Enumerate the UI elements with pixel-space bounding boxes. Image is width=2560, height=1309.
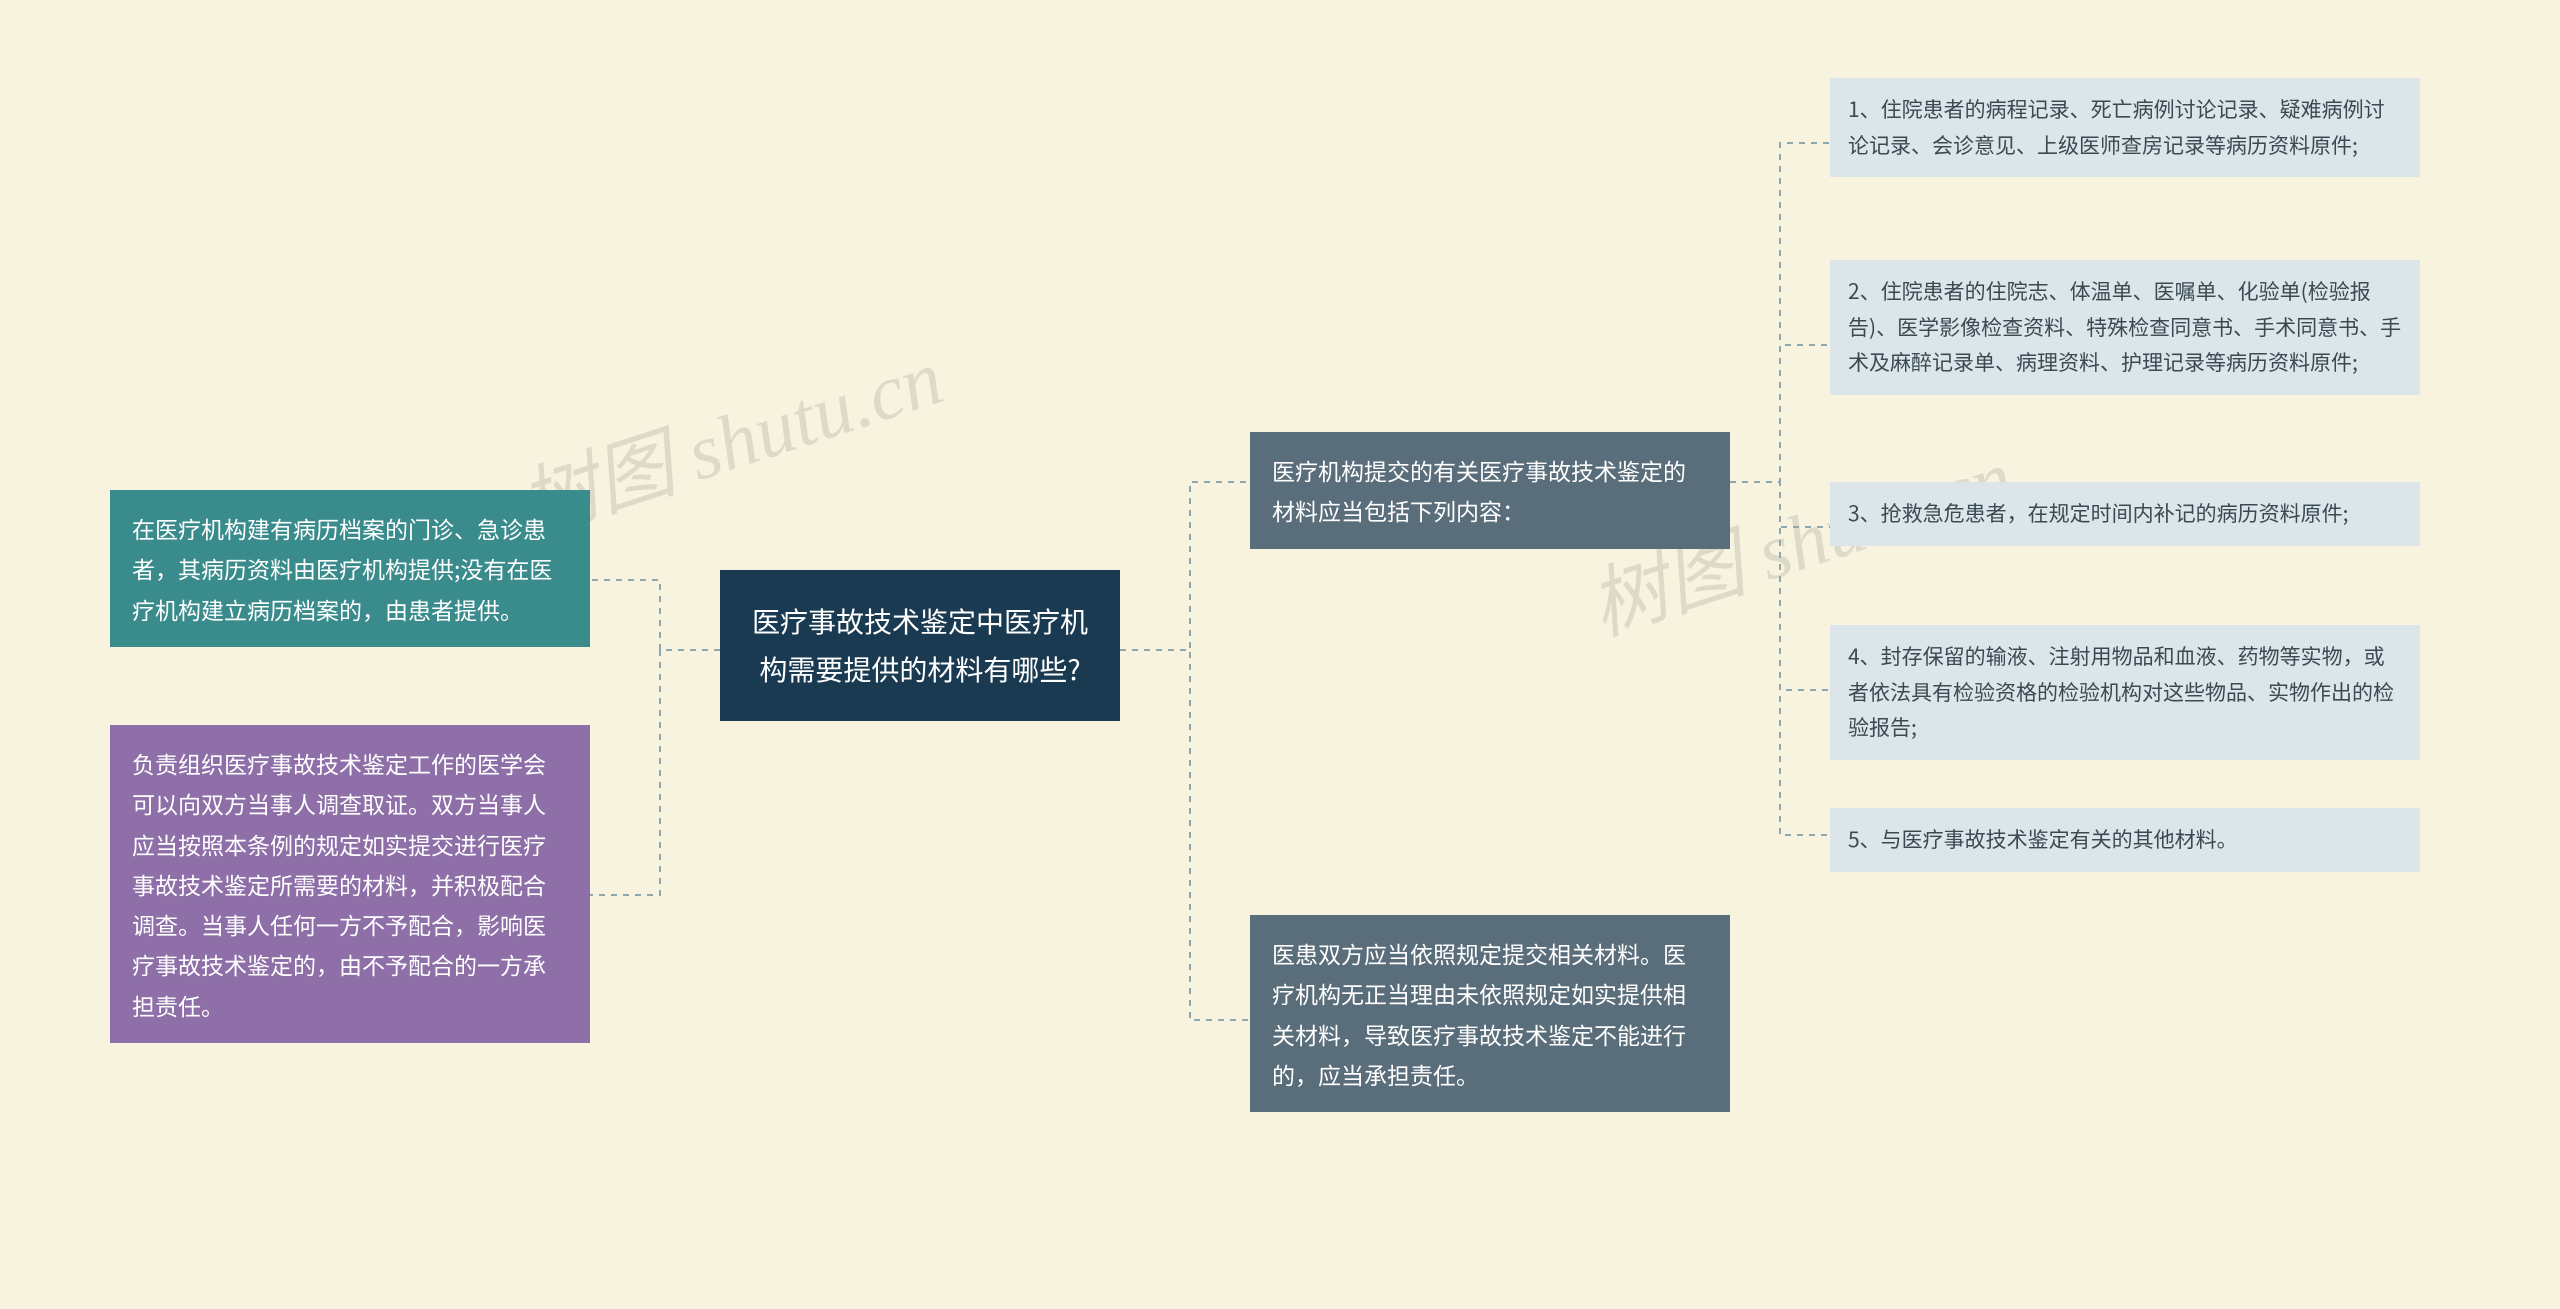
leaf-node-2: 2、住院患者的住院志、体温单、医嘱单、化验单(检验报告)、医学影像检查资料、特殊… xyxy=(1830,260,2420,395)
right-node-1: 医疗机构提交的有关医疗事故技术鉴定的材料应当包括下列内容： xyxy=(1250,432,1730,549)
leaf-node-4: 4、封存保留的输液、注射用物品和血液、药物等实物，或者依法具有检验资格的检验机构… xyxy=(1830,625,2420,760)
leaf-node-3: 3、抢救急危患者，在规定时间内补记的病历资料原件; xyxy=(1830,482,2420,546)
root-node: 医疗事故技术鉴定中医疗机构需要提供的材料有哪些? xyxy=(720,570,1120,721)
left-node-2: 负责组织医疗事故技术鉴定工作的医学会可以向双方当事人调查取证。双方当事人应当按照… xyxy=(110,725,590,1043)
leaf-node-5: 5、与医疗事故技术鉴定有关的其他材料。 xyxy=(1830,808,2420,872)
left-node-1: 在医疗机构建有病历档案的门诊、急诊患者，其病历资料由医疗机构提供;没有在医疗机构… xyxy=(110,490,590,647)
right-node-2: 医患双方应当依照规定提交相关材料。医疗机构无正当理由未依照规定如实提供相关材料，… xyxy=(1250,915,1730,1112)
leaf-node-1: 1、住院患者的病程记录、死亡病例讨论记录、疑难病例讨论记录、会诊意见、上级医师查… xyxy=(1830,78,2420,177)
